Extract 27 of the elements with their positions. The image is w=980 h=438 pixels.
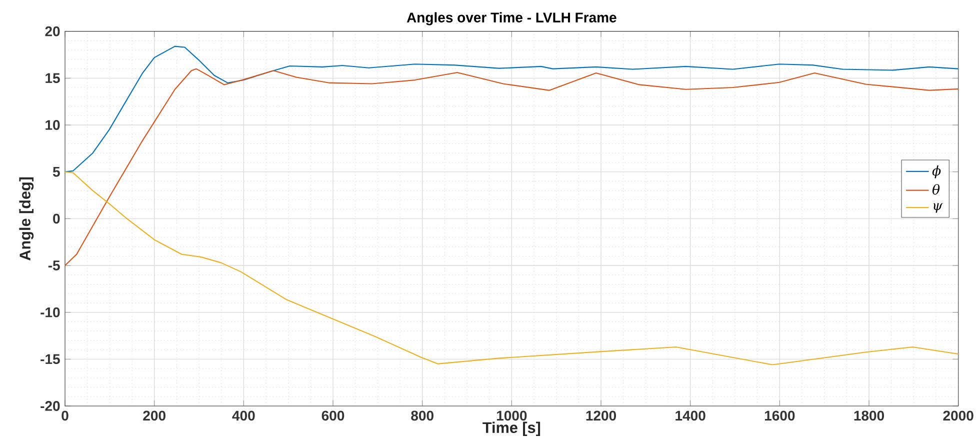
y-tick-label: -5 — [48, 260, 60, 270]
y-tick-label: 0 — [53, 214, 60, 224]
x-tick-label: 1600 — [764, 410, 795, 421]
x-tick-label: 1400 — [676, 410, 706, 421]
x-tick-label: 600 — [322, 410, 344, 421]
x-tick-label: 200 — [143, 410, 166, 421]
y-tick-label: 5 — [52, 166, 60, 177]
legend-label: ψ — [934, 203, 943, 213]
y-tick-label: 20 — [45, 26, 60, 36]
y-tick-label: -15 — [40, 354, 60, 364]
x-axis-title: Time [s] — [482, 422, 540, 436]
y-tick-label: 15 — [46, 73, 60, 84]
legend-label: ϕ — [932, 165, 941, 178]
x-tick-label: 1200 — [586, 410, 616, 421]
x-tick-label: 2000 — [943, 410, 974, 421]
x-tick-label: 1000 — [496, 410, 527, 421]
y-axis-title: Angle [deg] — [19, 177, 34, 260]
x-tick-label: 800 — [411, 410, 434, 421]
x-tick-label: 0 — [62, 410, 68, 421]
chart-title: Angles over Time - LVLH Frame — [406, 12, 616, 26]
legend-label: θ — [932, 184, 940, 195]
x-tick-label: 400 — [232, 410, 255, 421]
y-tick-label: 10 — [46, 120, 60, 130]
x-tick-label: 1800 — [854, 410, 884, 421]
y-tick-label: -20 — [40, 401, 60, 411]
line-series — [65, 68, 958, 266]
y-tick-label: -10 — [40, 307, 60, 318]
